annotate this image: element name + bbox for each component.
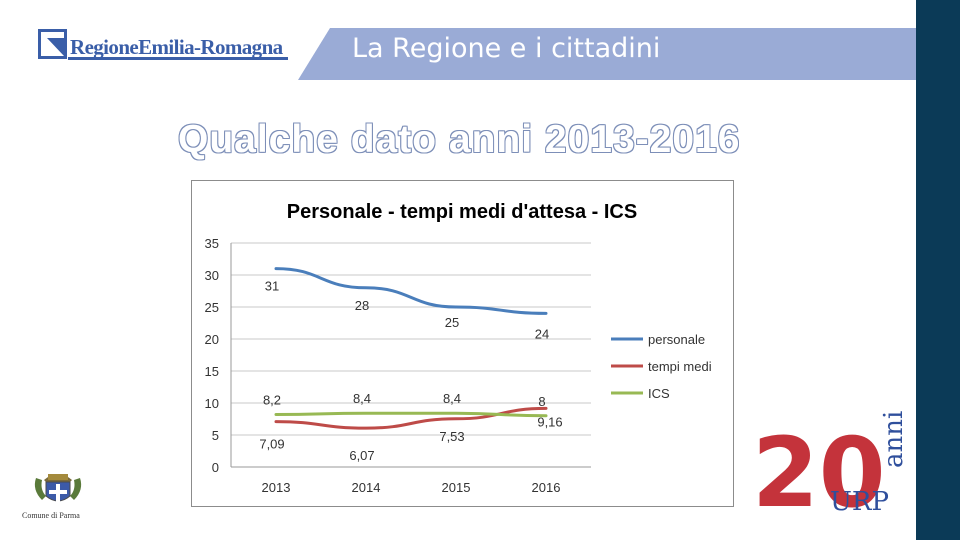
data-label: 7,53: [439, 429, 464, 444]
anniversary-word: anni: [879, 411, 909, 468]
y-tick-label: 0: [212, 460, 219, 475]
x-tick-label: 2016: [532, 480, 561, 495]
data-label: 6,07: [349, 448, 374, 463]
anniversary-brand: URP: [830, 487, 889, 516]
page-title: Qualche dato anni 2013-2016: [178, 118, 741, 161]
data-label: 25: [445, 315, 459, 330]
data-label: 8,4: [443, 391, 461, 406]
data-label: 8,4: [353, 391, 371, 406]
y-tick-label: 35: [205, 236, 219, 251]
data-label: 28: [355, 298, 369, 313]
y-tick-label: 25: [205, 300, 219, 315]
anniversary-logo-icon: 20 anni URP: [752, 411, 909, 516]
legend-label: tempi medi: [648, 359, 712, 374]
regione-logo-icon: [38, 29, 288, 60]
header-title: La Regione e i cittadini: [352, 33, 661, 64]
y-tick-label: 30: [205, 268, 219, 283]
legend-label: personale: [648, 332, 705, 347]
data-label: 24: [535, 326, 549, 341]
series-line-ICS: [274, 411, 548, 418]
legend-label: ICS: [648, 386, 670, 401]
comune-crest-label: Comune di Parma: [22, 511, 80, 520]
x-tick-label: 2014: [352, 480, 381, 495]
data-label: 8,2: [263, 393, 281, 408]
chart-title: Personale - tempi medi d'attesa - ICS: [287, 201, 637, 223]
y-tick-label: 15: [205, 364, 219, 379]
data-label: 8: [538, 394, 545, 409]
data-label: 7,09: [259, 437, 284, 452]
data-label: 31: [265, 279, 279, 294]
x-tick-label: 2015: [442, 480, 471, 495]
header-banner: [298, 28, 916, 80]
series-line-personale: [274, 267, 548, 315]
series-line-tempi-medi: [274, 406, 548, 430]
line-chart: Personale - tempi medi d'attesa - ICS 0 5…: [205, 201, 712, 495]
anniversary-number: 20: [752, 417, 886, 516]
svg-text:anni: anni: [879, 411, 909, 468]
x-tick-label: 2013: [262, 480, 291, 495]
data-label: 9,16: [537, 414, 562, 429]
right-side-bar: [916, 0, 960, 540]
chart-frame: Personale - tempi medi d'attesa - ICS 0 5…: [191, 180, 734, 507]
comune-crest-icon: [34, 474, 82, 502]
y-tick-label: 20: [205, 332, 219, 347]
y-tick-label: 5: [212, 428, 219, 443]
regione-logo-text: RegioneEmilia-Romagna: [70, 35, 283, 59]
y-tick-label: 10: [205, 396, 219, 411]
